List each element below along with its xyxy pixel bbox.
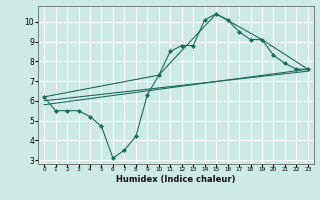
X-axis label: Humidex (Indice chaleur): Humidex (Indice chaleur) [116,175,236,184]
